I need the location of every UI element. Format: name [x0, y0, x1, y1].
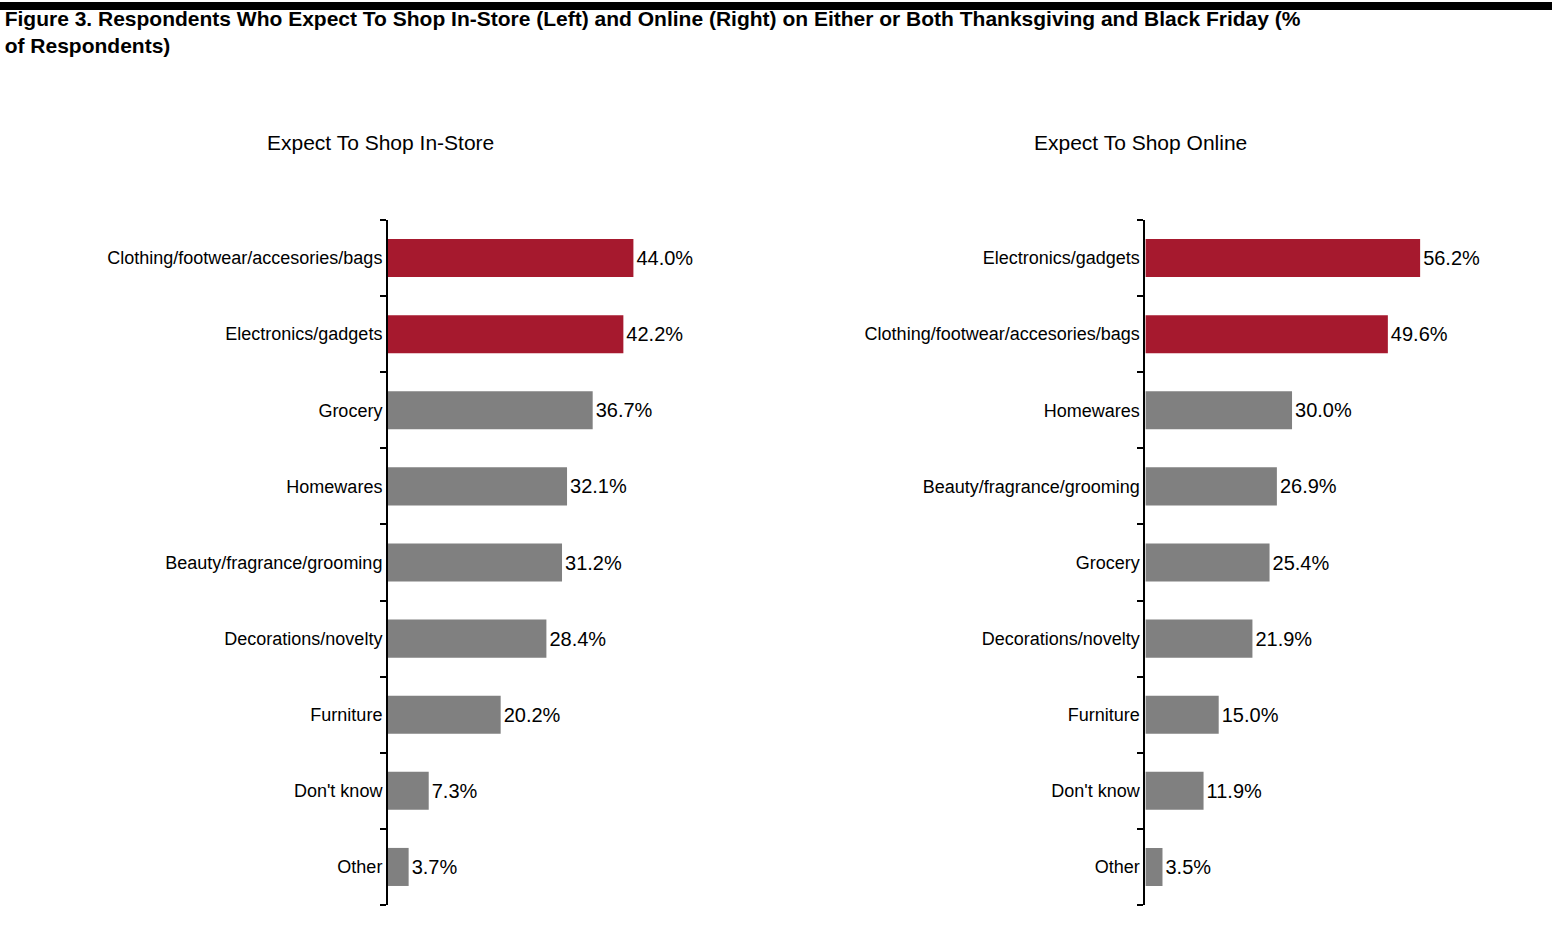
svg-text:44.0%: 44.0%	[636, 247, 693, 269]
svg-text:Other: Other	[1095, 857, 1140, 877]
svg-text:Furniture: Furniture	[310, 705, 382, 725]
svg-text:Beauty/fragrance/grooming: Beauty/fragrance/grooming	[923, 477, 1140, 497]
svg-text:Homewares: Homewares	[286, 477, 382, 497]
svg-text:Other: Other	[337, 857, 382, 877]
svg-text:56.2%: 56.2%	[1423, 247, 1480, 269]
svg-text:49.6%: 49.6%	[1391, 323, 1448, 345]
svg-text:Expect To Shop Online: Expect To Shop Online	[1034, 131, 1247, 154]
svg-text:Clothing/footwear/accesories/b: Clothing/footwear/accesories/bags	[865, 324, 1140, 344]
svg-text:21.9%: 21.9%	[1255, 628, 1312, 650]
svg-text:36.7%: 36.7%	[596, 399, 653, 421]
svg-text:Decorations/novelty: Decorations/novelty	[224, 629, 382, 649]
svg-text:Figure 3. Respondents Who Expe: Figure 3. Respondents Who Expect To Shop…	[5, 7, 1301, 57]
svg-text:Furniture: Furniture	[1068, 705, 1140, 725]
svg-text:30.0%: 30.0%	[1295, 399, 1352, 421]
svg-text:26.9%: 26.9%	[1280, 475, 1337, 497]
svg-text:Electronics/gadgets: Electronics/gadgets	[983, 248, 1140, 268]
svg-text:Grocery: Grocery	[1076, 553, 1140, 573]
svg-text:15.0%: 15.0%	[1222, 704, 1279, 726]
svg-text:Clothing/footwear/accesories/b: Clothing/footwear/accesories/bags	[107, 248, 382, 268]
svg-text:Electronics/gadgets: Electronics/gadgets	[225, 324, 382, 344]
svg-text:3.7%: 3.7%	[412, 856, 458, 878]
svg-text:Grocery: Grocery	[318, 401, 382, 421]
svg-text:31.2%: 31.2%	[565, 552, 622, 574]
svg-text:7.3%: 7.3%	[432, 780, 478, 802]
svg-text:Decorations/novelty: Decorations/novelty	[982, 629, 1140, 649]
svg-text:42.2%: 42.2%	[626, 323, 683, 345]
svg-text:Don't know: Don't know	[294, 781, 383, 801]
svg-text:Don't know: Don't know	[1051, 781, 1140, 801]
svg-text:32.1%: 32.1%	[570, 475, 627, 497]
svg-text:Beauty/fragrance/grooming: Beauty/fragrance/grooming	[165, 553, 382, 573]
svg-text:25.4%: 25.4%	[1273, 552, 1330, 574]
svg-text:11.9%: 11.9%	[1207, 780, 1262, 802]
svg-text:Expect To Shop In-Store: Expect To Shop In-Store	[267, 131, 494, 154]
svg-text:20.2%: 20.2%	[504, 704, 561, 726]
svg-text:Homewares: Homewares	[1044, 401, 1140, 421]
svg-text:3.5%: 3.5%	[1165, 856, 1211, 878]
svg-text:28.4%: 28.4%	[549, 628, 606, 650]
